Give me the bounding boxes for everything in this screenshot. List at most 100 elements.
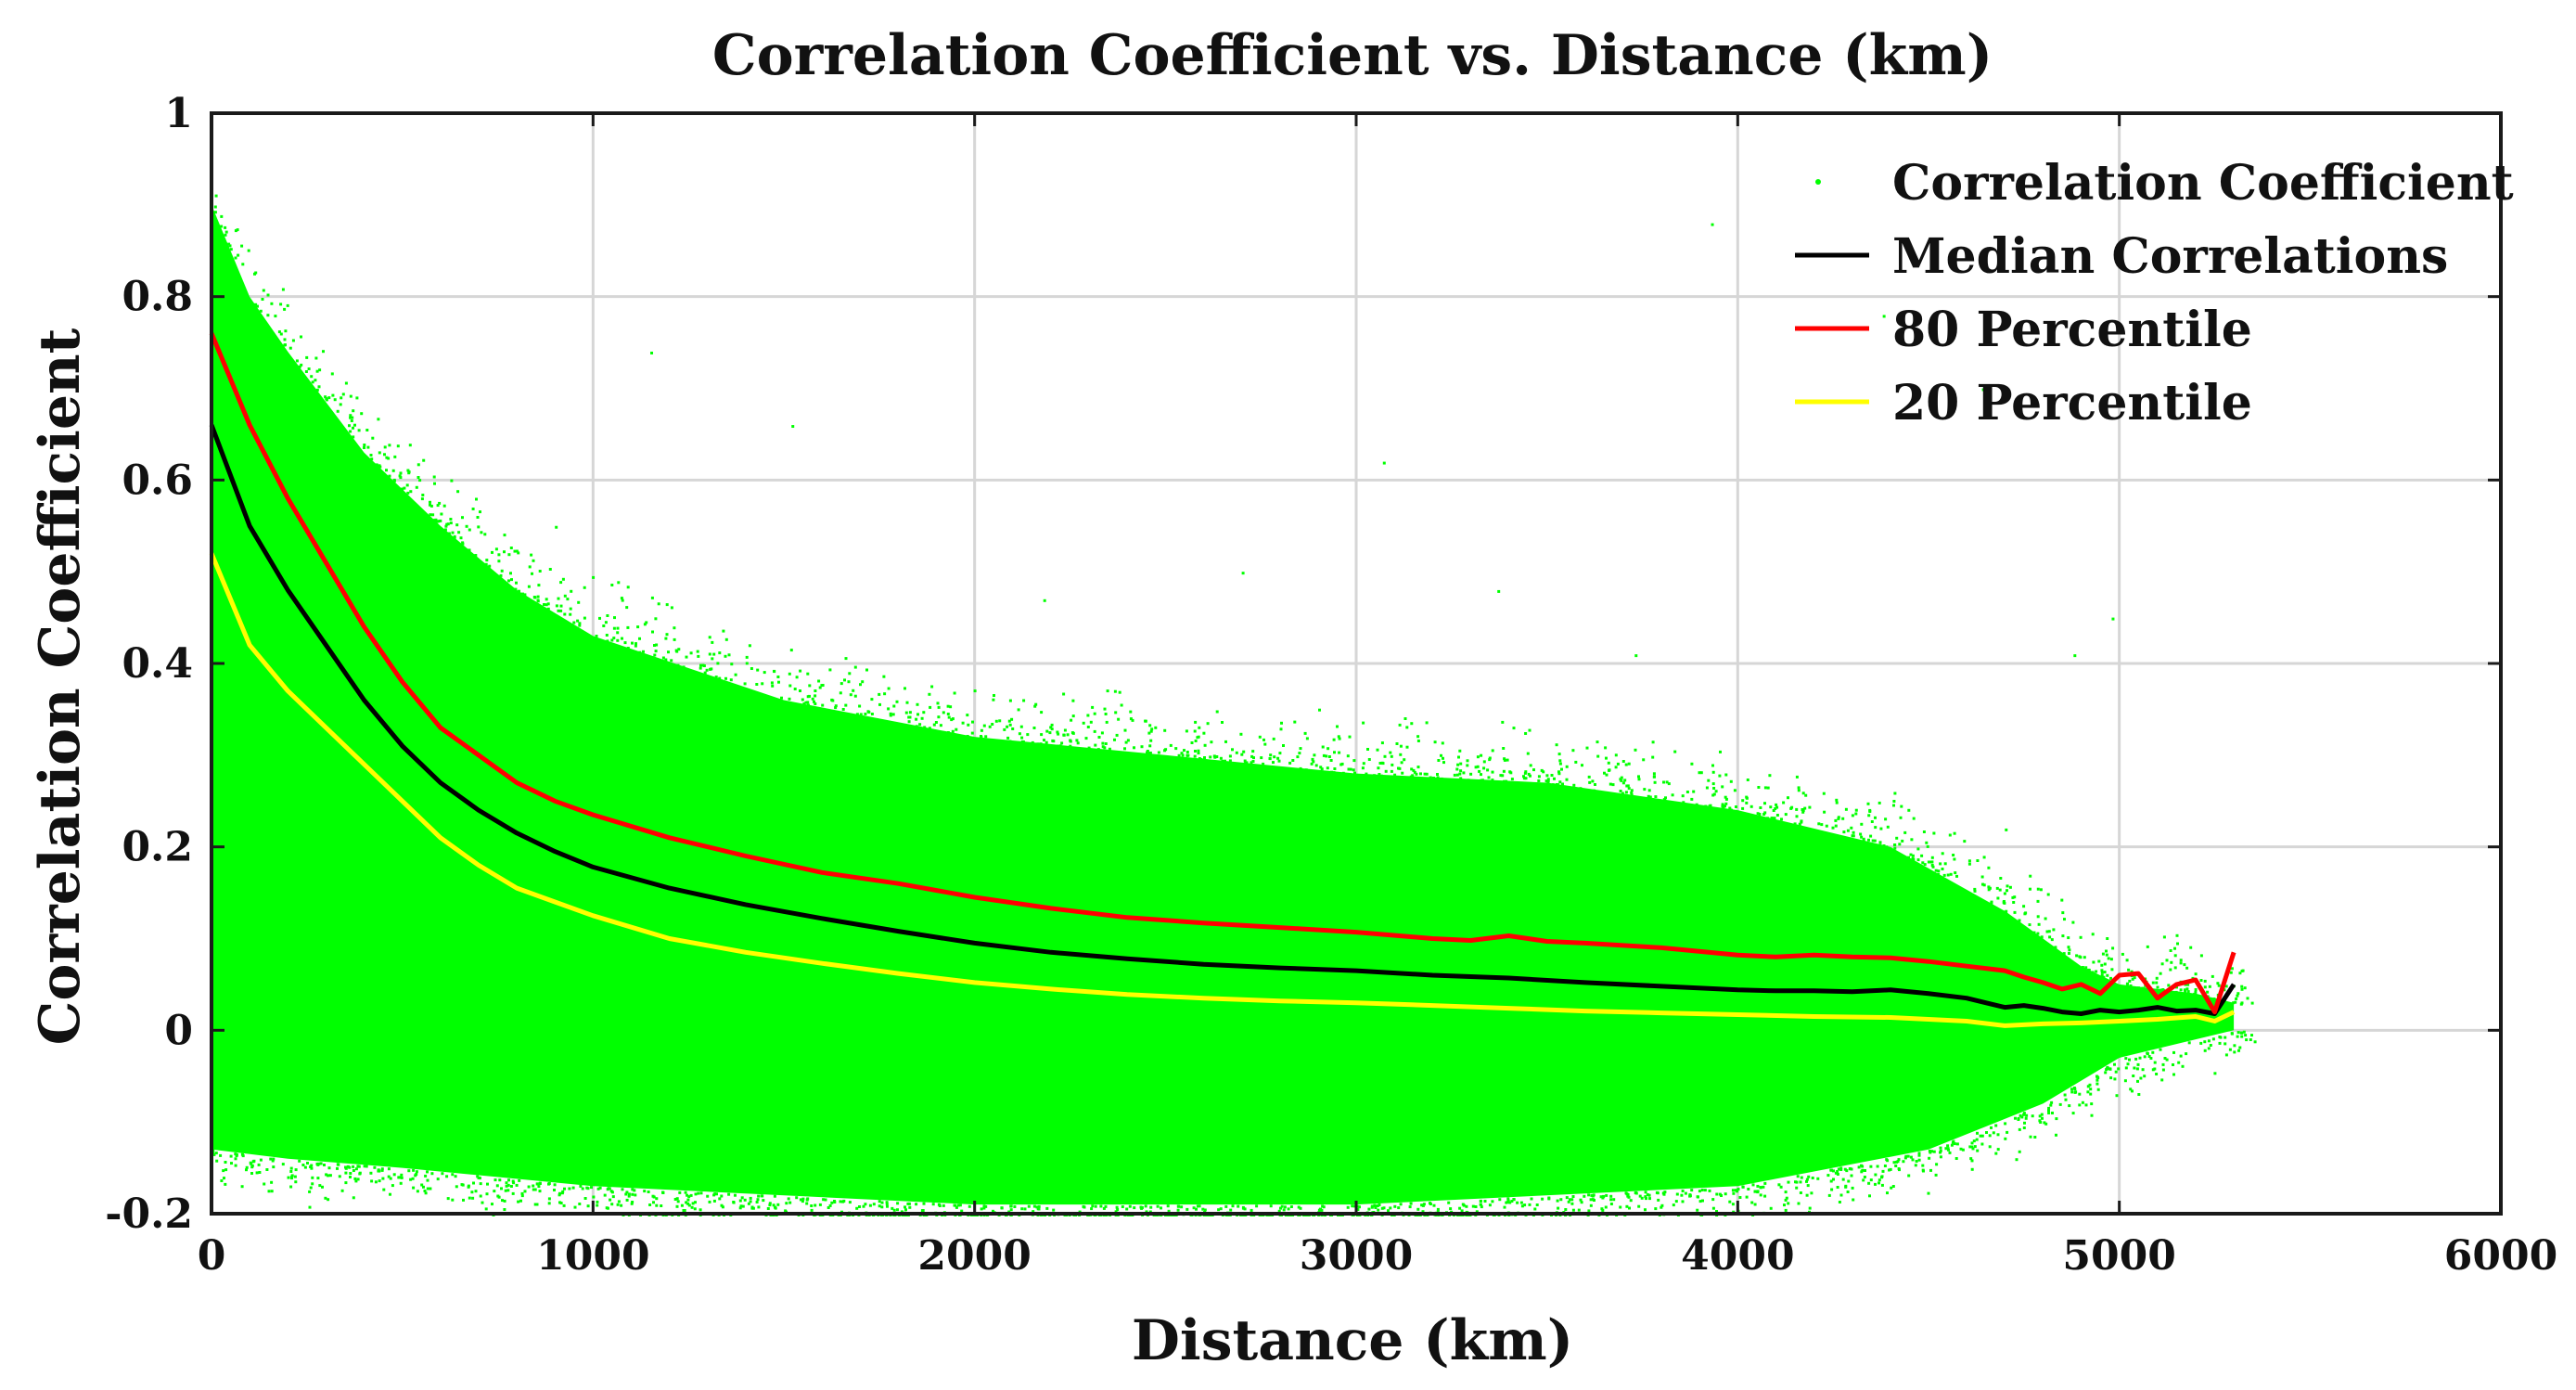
- scatter-point: [2131, 977, 2134, 981]
- scatter-point: [1745, 1195, 1749, 1199]
- scatter-point: [2160, 962, 2164, 966]
- scatter-point: [1091, 1204, 1095, 1208]
- scatter-point: [1852, 830, 1855, 834]
- scatter-point: [2109, 1076, 2113, 1080]
- scatter-point: [1592, 789, 1596, 792]
- scatter-point: [841, 1200, 845, 1203]
- scatter-point: [1734, 1189, 1737, 1192]
- scatter-point: [2184, 990, 2187, 994]
- scatter-point: [527, 585, 531, 588]
- scatter-point: [1948, 833, 1952, 837]
- scatter-point: [1395, 742, 1399, 745]
- scatter-point: [750, 667, 753, 670]
- scatter-point: [1884, 817, 1888, 821]
- scatter-point: [1057, 732, 1060, 736]
- scatter-point: [1019, 725, 1023, 728]
- scatter-point: [2014, 1116, 2017, 1120]
- scatter-point: [340, 1189, 344, 1192]
- x-tick-label: 1000: [536, 1232, 649, 1280]
- scatter-point: [579, 1184, 583, 1188]
- scatter-point: [1894, 1165, 1898, 1167]
- scatter-point: [491, 1203, 493, 1206]
- scatter-point: [2240, 1035, 2244, 1038]
- scatter-outlier: [2165, 993, 2169, 997]
- scatter-point: [1890, 1186, 1893, 1190]
- scatter-point: [1779, 1185, 1783, 1189]
- scatter-point: [1801, 792, 1805, 795]
- scatter-point: [1181, 753, 1185, 757]
- scatter-point: [1662, 798, 1666, 802]
- scatter-point: [1724, 773, 1728, 777]
- scatter-point: [234, 1157, 237, 1161]
- scatter-point: [1929, 1151, 1932, 1154]
- scatter-point: [2031, 1114, 2034, 1118]
- scatter-point: [421, 494, 425, 496]
- scatter-point: [426, 1170, 429, 1174]
- scatter-point: [1897, 1158, 1901, 1162]
- scatter-point: [603, 1193, 607, 1197]
- scatter-point: [1603, 771, 1606, 775]
- scatter-point: [344, 1171, 348, 1175]
- scatter-point: [2003, 892, 2006, 895]
- scatter-point: [1644, 1191, 1647, 1194]
- scatter-point: [2036, 887, 2040, 891]
- scatter-point: [2040, 1113, 2044, 1116]
- scatter-point: [1775, 805, 1779, 809]
- scatter-point: [1262, 762, 1265, 766]
- scatter-point: [1825, 824, 1828, 828]
- scatter-point: [908, 1205, 912, 1209]
- scatter-point: [436, 520, 440, 523]
- scatter-point: [235, 1152, 238, 1156]
- scatter-point: [610, 1203, 614, 1206]
- scatter-point: [1835, 798, 1839, 802]
- scatter-point: [1756, 1184, 1760, 1188]
- scatter-point: [1390, 769, 1393, 773]
- scatter-point: [2095, 970, 2098, 973]
- scatter-point: [436, 1178, 440, 1181]
- scatter-point: [1311, 757, 1314, 761]
- scatter-point: [2127, 968, 2131, 972]
- scatter-point: [1834, 1171, 1838, 1175]
- scatter-point: [720, 1203, 724, 1207]
- scatter-point: [308, 1190, 312, 1193]
- scatter-point: [315, 388, 319, 392]
- scatter-point: [904, 711, 908, 714]
- scatter-point: [1579, 787, 1583, 791]
- scatter-point: [817, 679, 821, 683]
- scatter-point: [982, 1206, 986, 1210]
- x-tick-label: 6000: [2444, 1232, 2557, 1280]
- scatter-point: [1604, 1205, 1608, 1209]
- scatter-point: [1194, 720, 1198, 724]
- scatter-point: [1483, 1200, 1487, 1203]
- scatter-point: [1937, 869, 1941, 873]
- scatter-point: [1049, 726, 1053, 729]
- scatter-point: [1909, 1155, 1913, 1159]
- scatter-point: [545, 598, 548, 601]
- scatter-point: [2121, 952, 2124, 956]
- scatter-point: [2124, 1066, 2128, 1070]
- scatter-point: [2019, 1113, 2022, 1117]
- scatter-point: [1040, 733, 1044, 737]
- scatter-point: [500, 1187, 503, 1191]
- scatter-point: [420, 1183, 424, 1187]
- scatter-point: [2106, 1065, 2109, 1069]
- scatter-point: [507, 553, 511, 557]
- scatter-point: [872, 1203, 876, 1206]
- scatter-point: [1711, 793, 1715, 797]
- scatter-point: [961, 721, 965, 725]
- scatter-point: [1459, 777, 1463, 780]
- scatter-point: [1455, 773, 1459, 777]
- scatter-point: [1491, 770, 1494, 774]
- scatter-point: [844, 703, 848, 707]
- scatter-point: [1780, 817, 1783, 821]
- scatter-point: [1857, 1165, 1861, 1169]
- scatter-point: [734, 1193, 737, 1197]
- scatter-point: [1101, 745, 1105, 749]
- scatter-point: [2224, 1053, 2228, 1057]
- scatter-point: [1333, 767, 1337, 770]
- scatter-point: [1826, 1174, 1830, 1178]
- scatter-point: [2155, 981, 2159, 985]
- scatter-point: [1925, 841, 1929, 844]
- scatter-point: [932, 723, 936, 727]
- scatter-point: [2185, 987, 2189, 991]
